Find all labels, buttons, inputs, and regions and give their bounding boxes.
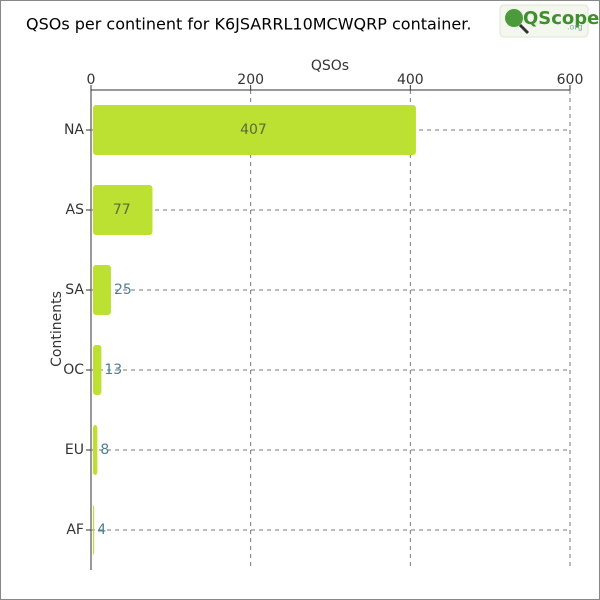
- value-label: 13: [104, 362, 122, 378]
- bar: [93, 345, 102, 395]
- y-tick-label: AF: [66, 522, 84, 538]
- bar: [93, 505, 95, 555]
- bar: [93, 185, 153, 235]
- x-tick-label: 0: [87, 72, 96, 88]
- y-tick-label: NA: [64, 122, 84, 138]
- logo-icon: [505, 9, 523, 27]
- value-label: 4: [97, 522, 106, 538]
- value-label: 25: [114, 282, 132, 298]
- logo: QScope .org: [499, 4, 599, 38]
- logo-handle: [518, 23, 530, 35]
- value-label: 77: [113, 202, 131, 218]
- bar: [93, 425, 98, 475]
- y-tick-label: SA: [65, 282, 84, 298]
- y-tick-label: EU: [65, 442, 84, 458]
- y-tick-label: AS: [66, 202, 85, 218]
- value-label: 8: [100, 442, 109, 458]
- bar: [93, 265, 111, 315]
- x-axis-label: QSOs: [311, 58, 349, 74]
- y-axis-label: Continents: [49, 291, 65, 367]
- x-tick-label: 600: [557, 72, 584, 88]
- y-tick-label: OC: [63, 362, 84, 378]
- bar: [93, 105, 416, 155]
- chart-title: QSOs per continent for K6JSARRL10MCWQRP …: [26, 15, 471, 34]
- x-tick-label: 400: [397, 72, 424, 88]
- value-label: 407: [240, 122, 267, 138]
- x-tick-label: 200: [237, 72, 264, 88]
- logo-text: QScope: [523, 8, 599, 29]
- logo-suffix: .org: [567, 23, 583, 32]
